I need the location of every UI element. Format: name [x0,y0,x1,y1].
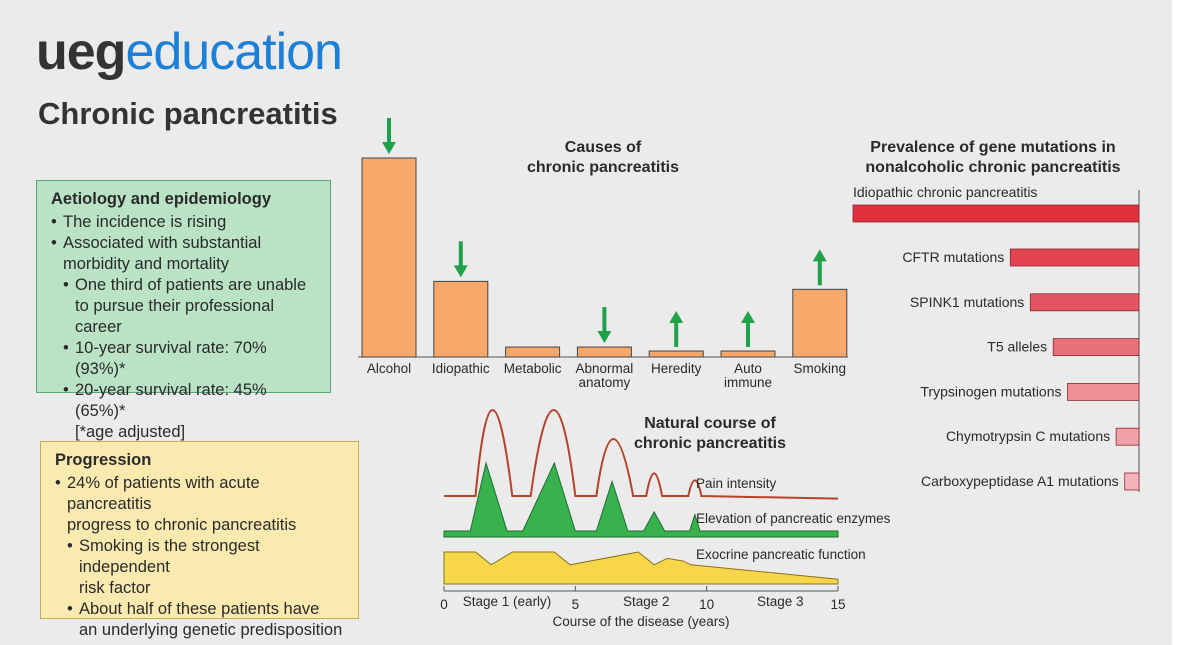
gene-label: Idiopathic chronic pancreatitis [853,184,1037,200]
list-item: The incidence is rising [51,212,316,233]
logo-ueg-text: ueg [36,23,126,81]
trend-up-arrow-icon [669,311,684,324]
logo-education-text: education [125,23,343,81]
category-label: Abnormal [576,361,634,376]
gene-bar [1009,248,1140,267]
category-label: anatomy [579,375,631,390]
natural-course-chart: Natural course of chronic pancreatitis Pai… [440,409,891,629]
progression-heading: Progression [55,451,152,469]
gene-bar [1115,427,1140,446]
aetiology-box: Aetiology and epidemiology The incidence… [36,180,331,441]
bar-auto-immune [720,350,776,358]
infographic-panel: uegeducation Chronic pancreatitis Aetiol… [0,0,1172,645]
stage-label: Stage 1 (early) [463,594,552,609]
chart-title-line: chronic pancreatitis [634,435,786,452]
trend-down-arrow-icon [382,142,396,154]
chart-title-line: nonalcoholic chronic pancreatitis [865,159,1120,176]
aetiology-list: The incidence is rising Associated with … [51,212,316,443]
enzyme-elevation-area [443,461,839,538]
chart-title-line: Prevalence of gene mutations in [870,139,1115,156]
bar-smoking [792,288,848,358]
trend-down-arrow-icon [597,331,612,344]
category-label: Smoking [794,361,847,376]
series-label: Elevation of pancreatic enzymes [696,511,891,526]
trend-up-arrow-icon [741,311,755,324]
gene-label: CFTR mutations [902,249,1004,265]
bar-idiopathic [433,280,489,358]
category-label: Auto [734,361,762,376]
page-title: Chronic pancreatitis [38,96,338,131]
category-label: Idiopathic [432,361,490,376]
gene-bar [1124,472,1140,491]
pain-intensity-line [444,409,839,500]
chart-title-line: Natural course of [644,415,776,432]
list-item: 24% of patients with acute pancreatitisp… [55,473,344,536]
gene-label: SPINK1 mutations [910,294,1024,310]
x-tick-label: 0 [440,597,448,612]
list-item: Smoking is the strongest independentrisk… [55,536,344,599]
stage-label: Stage 3 [757,594,804,609]
exocrine-function-area [443,551,839,585]
aetiology-heading: Aetiology and epidemiology [51,190,272,208]
series-label: Pain intensity [696,476,777,491]
chart-title-line: chronic pancreatitis [527,159,679,176]
list-item: 10-year survival rate: 70% (93%)* [51,338,316,380]
gene-label: T5 alleles [987,339,1047,355]
gene-bar [852,204,1140,223]
x-axis-label: Course of the disease (years) [552,614,729,629]
trend-down-arrow-icon [453,265,468,278]
x-tick-label: 15 [830,597,845,612]
gene-label: Chymotrypsin C mutations [946,428,1110,444]
gene-mutation-chart: Prevalence of gene mutations in nonalcoho… [852,139,1140,492]
gene-label: Carboxypeptidase A1 mutations [921,473,1119,489]
gene-bar [1052,338,1140,357]
gene-bar [1067,382,1140,401]
category-label: Alcohol [367,361,411,376]
x-tick-label: 10 [699,597,714,612]
age-adjusted-note: [*age adjusted] [75,423,186,441]
trend-up-arrow-icon [812,249,827,262]
progression-list: 24% of patients with acute pancreatitisp… [55,473,344,641]
category-label: Metabolic [504,361,562,376]
bar-abnormal-anatomy [576,346,632,358]
gene-bar [1029,293,1140,312]
chart-title-line: Causes of [565,139,642,156]
category-label: immune [724,375,772,390]
bar-alcohol [361,157,417,358]
ueg-education-logo: uegeducation [36,22,343,82]
series-label: Exocrine pancreatic function [696,547,866,562]
list-item: 20-year survival rate: 45% (65%)* [51,380,316,422]
bar-heredity [648,350,704,358]
causes-chart: Causes of chronic pancreatitis Alcohol Idio… [358,118,848,390]
progression-box: Progression 24% of patients with acute p… [40,441,359,639]
x-tick-label: 5 [572,597,580,612]
bar-metabolic [505,346,561,358]
category-label: Heredity [651,361,702,376]
stage-label: Stage 2 [623,594,670,609]
gene-label: Trypsinogen mutations [920,383,1061,399]
